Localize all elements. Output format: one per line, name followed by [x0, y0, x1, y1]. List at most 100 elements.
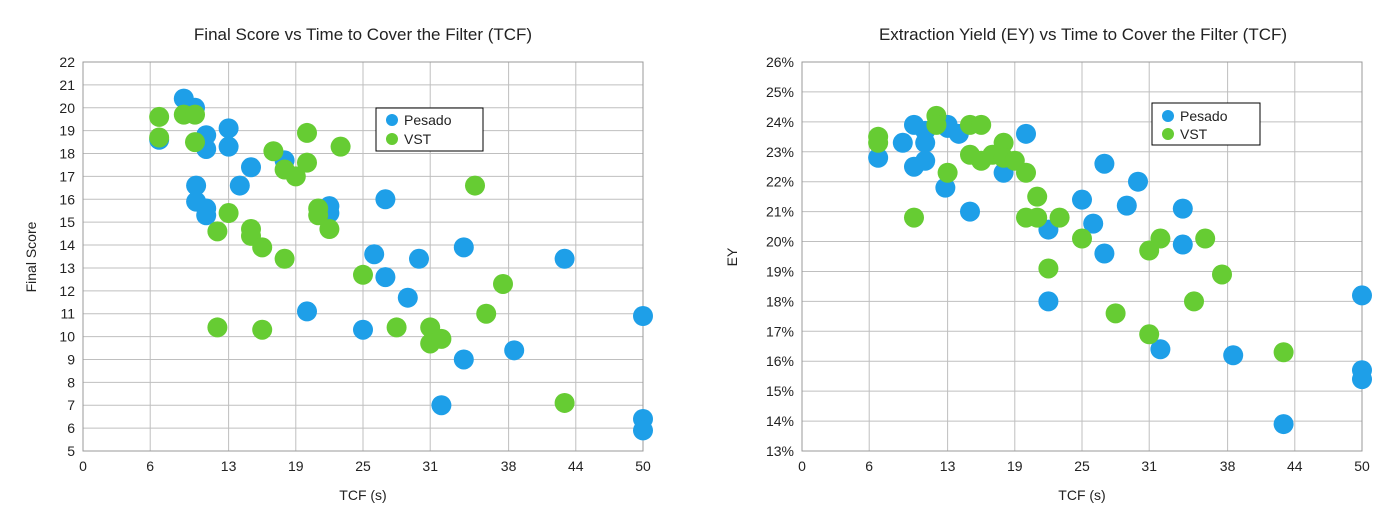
legend-pesado-marker [386, 114, 398, 126]
x-tick-label: 38 [501, 458, 517, 474]
y-tick-label: 20% [766, 234, 794, 250]
x-tick-label: 6 [865, 458, 873, 474]
y-tick-label: 19% [766, 263, 794, 279]
point-vst [308, 205, 329, 226]
point-pesado [1094, 153, 1115, 174]
legend-pesado-label: Pesado [404, 112, 452, 128]
y-tick-label: 6 [67, 420, 75, 436]
x-axis-label: TCF (s) [339, 487, 386, 503]
point-vst [353, 264, 373, 285]
point-vst [1038, 258, 1059, 279]
legend-vst-marker [1162, 128, 1174, 140]
x-tick-label: 44 [1287, 458, 1303, 474]
y-tick-label: 13 [59, 260, 75, 276]
point-vst [319, 219, 340, 240]
y-axis-label: EY [724, 247, 740, 266]
y-tick-label: 23% [766, 144, 794, 160]
point-pesado [297, 301, 317, 322]
data-points [149, 88, 653, 441]
point-vst [263, 141, 284, 162]
x-tick-label: 31 [1141, 458, 1157, 474]
point-vst [1016, 162, 1036, 183]
point-vst [252, 319, 273, 340]
plot-border [82, 61, 644, 452]
grid-lines [82, 61, 644, 452]
y-tick-label: 15 [59, 214, 75, 230]
point-vst [207, 221, 228, 242]
point-pesado [1072, 189, 1092, 210]
x-tick-label: 13 [940, 458, 956, 474]
x-tick-label: 38 [1220, 458, 1236, 474]
point-pesado [554, 248, 575, 269]
point-vst [1212, 264, 1232, 285]
data-points [868, 105, 1372, 435]
point-vst [185, 132, 205, 153]
grid-lines [801, 61, 1363, 452]
y-tick-label: 26% [766, 54, 794, 70]
y-tick-label: 22% [766, 174, 794, 190]
point-vst [937, 162, 958, 183]
point-vst [476, 303, 497, 324]
chart-final-score: Final Score vs Time to Cover the Filter … [23, 25, 653, 503]
point-pesado [1352, 285, 1372, 306]
chart-extraction-yield: Extraction Yield (EY) vs Time to Cover t… [700, 0, 1400, 522]
point-vst [1184, 291, 1204, 312]
point-pesado [364, 244, 385, 265]
point-pesado [1016, 123, 1036, 144]
point-vst [493, 273, 513, 294]
y-tick-label: 14% [766, 413, 794, 429]
point-pesado [375, 189, 396, 210]
x-tick-labels: 0 6 13 19 25 31 38 44 50 [798, 458, 1370, 474]
y-tick-label: 17 [59, 168, 75, 184]
legend-vst-label: VST [1180, 126, 1208, 142]
point-vst [431, 328, 452, 349]
legend: Pesado VST [1151, 102, 1261, 146]
point-pesado [397, 287, 418, 308]
point-pesado [1116, 195, 1137, 216]
point-pesado [1352, 369, 1372, 390]
point-pesado [218, 136, 239, 157]
y-tick-label: 19 [59, 123, 75, 139]
y-tick-label: 22 [59, 54, 75, 70]
legend-pesado-marker [1162, 110, 1174, 122]
point-vst [149, 127, 170, 148]
point-pesado [1094, 243, 1115, 264]
point-vst [218, 203, 239, 224]
y-tick-label: 7 [67, 397, 75, 413]
point-vst [1273, 342, 1294, 363]
point-pesado [892, 132, 913, 153]
point-vst [971, 114, 992, 135]
point-vst [926, 114, 947, 135]
plot-border [801, 61, 1363, 452]
point-pesado [1038, 291, 1059, 312]
chart-title: Extraction Yield (EY) vs Time to Cover t… [879, 25, 1287, 44]
y-tick-label: 13% [766, 443, 794, 459]
point-pesado [453, 237, 474, 258]
point-vst [285, 166, 306, 187]
y-tick-label: 9 [67, 351, 75, 367]
point-vst [149, 106, 170, 127]
extraction-yield-scatter-svg: Extraction Yield (EY) vs Time to Cover t… [724, 25, 1372, 503]
point-pesado [935, 177, 956, 198]
point-pesado [186, 175, 207, 196]
point-pesado [1172, 198, 1193, 219]
y-tick-label: 12 [59, 283, 75, 299]
x-tick-label: 50 [635, 458, 651, 474]
point-pesado [431, 395, 452, 416]
y-tick-labels: 5 6 7 8 9 10 11 12 13 14 15 16 17 18 19 20 21 22 [59, 54, 75, 459]
x-axis-label: TCF (s) [1058, 487, 1105, 503]
point-vst [330, 136, 351, 157]
chart-title: Final Score vs Time to Cover the Filter … [194, 25, 532, 44]
y-tick-labels: 13% 14% 15% 16% 17% 18% 19% 20% 21% 22% 23% 24% 25% 2… [766, 54, 794, 459]
point-vst [297, 122, 317, 143]
x-tick-label: 0 [79, 458, 87, 474]
y-tick-label: 21% [766, 204, 794, 220]
point-pesado [504, 340, 525, 361]
y-tick-label: 18% [766, 293, 794, 309]
y-tick-label: 14 [59, 237, 75, 253]
x-tick-label: 13 [221, 458, 237, 474]
y-tick-label: 10 [59, 329, 75, 345]
point-vst [1072, 228, 1092, 249]
y-tick-label: 15% [766, 383, 794, 399]
legend-vst-label: VST [404, 131, 432, 147]
